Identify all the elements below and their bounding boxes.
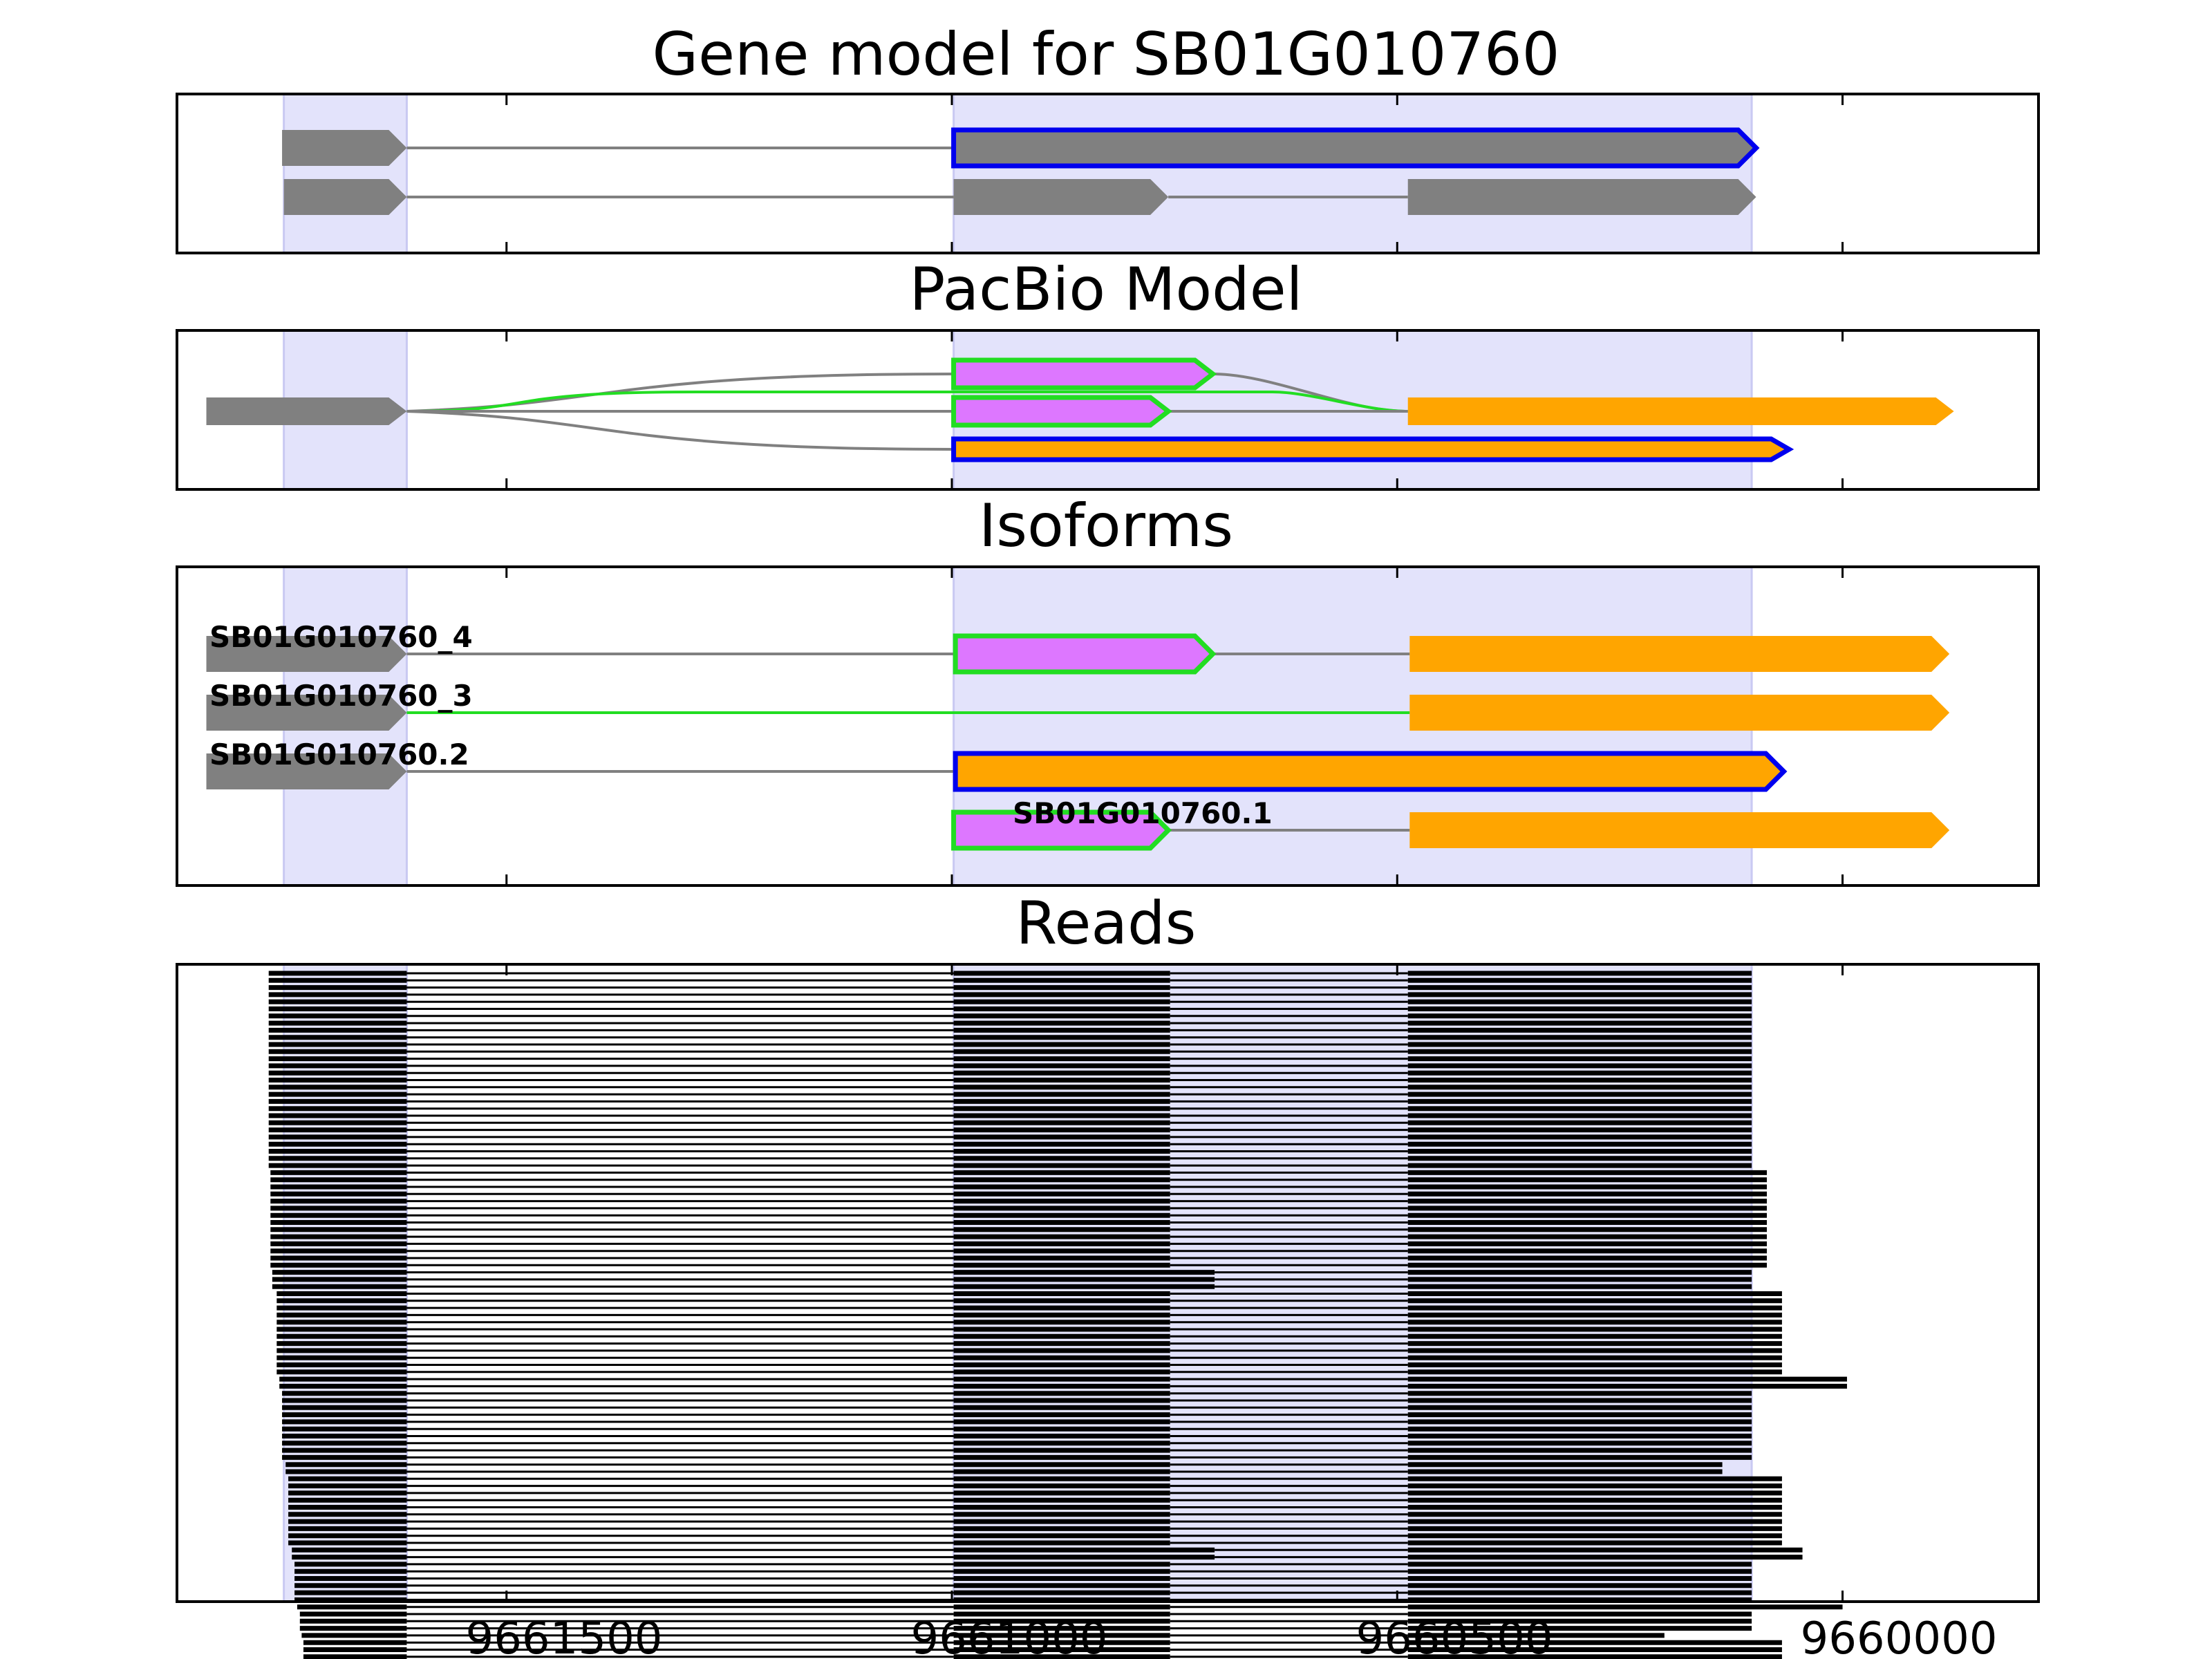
exon-block	[951, 809, 1172, 851]
exon-block	[951, 395, 1172, 428]
gene-model-frame	[176, 93, 2040, 254]
isoforms-title: Isoforms	[979, 491, 1233, 561]
gene-model-panel: Gene model for SB01G010760	[176, 20, 2040, 254]
gene-model-highlight-regions	[283, 93, 1753, 254]
gene-model-transcripts	[282, 127, 1760, 215]
isoform-label: SB01G010760_4	[209, 620, 473, 654]
pacbio-panel: PacBio Model	[176, 255, 2040, 491]
exon-block	[206, 753, 407, 789]
x-tick-label: 9660000	[1800, 1613, 1997, 1659]
exon-block	[206, 695, 407, 731]
isoforms-transcripts	[206, 633, 1950, 851]
exon-block	[1409, 812, 1950, 848]
isoform-label: SB01G010760.2	[209, 738, 469, 771]
highlight-region	[953, 93, 1753, 254]
exon-block	[951, 127, 1760, 169]
pacbio-ticks	[505, 330, 1844, 489]
exon-block	[283, 179, 407, 215]
exon-block	[953, 179, 1169, 215]
highlight-region	[283, 93, 408, 254]
x-tick-label: 9661500	[465, 1613, 662, 1659]
gene-model-ticks	[505, 94, 1844, 253]
x-tick-label: 9661000	[910, 1613, 1107, 1659]
gene-model-title: Gene model for SB01G010760	[653, 20, 1560, 89]
isoforms-frame	[176, 565, 2040, 887]
isoforms-panel: Isoforms SB01G010760_4 SB01G010760_3 SB0…	[176, 491, 2040, 887]
reads-title: Reads	[1016, 889, 1197, 958]
exon-block	[282, 130, 407, 166]
isoform-label: SB01G010760_3	[209, 679, 473, 713]
exon-block	[953, 751, 1788, 792]
pacbio-title: PacBio Model	[909, 255, 1302, 324]
exon-block	[206, 636, 407, 672]
isoform-labels: SB01G010760_4 SB01G010760_3 SB01G010760.…	[209, 620, 1273, 830]
exon-block	[951, 357, 1217, 391]
exon-block	[1409, 695, 1950, 731]
pacbio-transcripts	[206, 357, 1954, 462]
exon-block	[1407, 397, 1954, 425]
x-tick-label: 9660500	[1356, 1613, 1553, 1659]
reads-frame	[176, 963, 2040, 1603]
reads-alignments	[268, 971, 1847, 1659]
exon-block	[1407, 179, 1756, 215]
junction-curve	[406, 391, 1408, 413]
exon-block	[1409, 636, 1950, 672]
isoforms-ticks	[505, 567, 1844, 885]
exon-block	[953, 633, 1217, 675]
isoform-label: SB01G010760.1	[1013, 796, 1273, 830]
junction-curve	[406, 410, 954, 451]
reads-panel: Reads 9661500 9661000 9660500 9660000	[176, 889, 2040, 1659]
x-axis-tick-labels: 9661500 9661000 9660500 9660000	[465, 1613, 1997, 1659]
pacbio-frame	[176, 329, 2040, 491]
exon-block	[951, 436, 1794, 462]
exon-block	[206, 397, 407, 425]
